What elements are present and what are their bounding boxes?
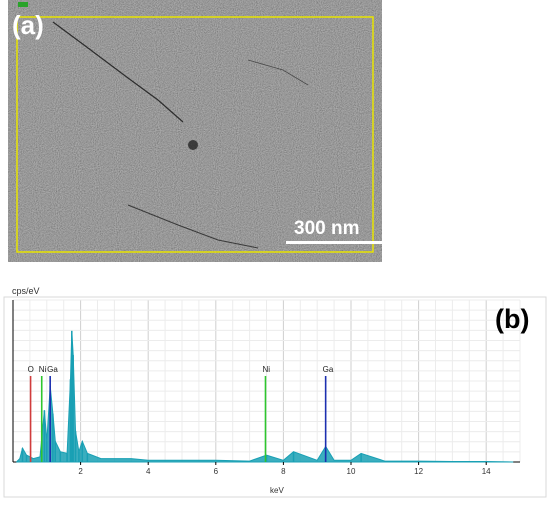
x-tick-label: 8	[281, 467, 286, 476]
x-tick-label: 12	[414, 467, 423, 476]
scale-bar-label: 300 nm	[294, 218, 359, 239]
scale-bar	[286, 241, 382, 244]
peak-marker-label: Ni	[39, 365, 47, 374]
panel-b-label: (b)	[495, 304, 529, 334]
sem-image-panel: 300 nm (a)	[8, 0, 382, 262]
roi-rectangle	[16, 16, 374, 253]
peak-marker-label: Ga	[323, 365, 334, 374]
sem-texture: 300 nm (a)	[8, 0, 382, 262]
chart-frame	[3, 296, 547, 498]
crack-line	[247, 59, 309, 86]
peak-marker-label: Ni	[262, 365, 270, 374]
x-tick-label: 4	[146, 467, 151, 476]
panel-a-label: (a)	[12, 10, 44, 40]
x-tick-label: 10	[347, 467, 356, 476]
peak-markers: O Ni Ga Ni Ga	[28, 365, 334, 462]
spectrum-series	[16, 330, 514, 463]
peak-marker-label: O	[28, 365, 34, 374]
x-axis-label: keV	[270, 486, 284, 495]
x-tick-label: 2	[78, 467, 83, 476]
x-tick-label: 14	[482, 467, 491, 476]
peak-marker-label: Ga	[47, 365, 58, 374]
x-tick-labels: 2 4 6 8 10 12 14	[78, 462, 491, 476]
crack-line	[127, 204, 259, 249]
eds-spectrum-panel: O Ni Ga Ni Ga 2 4 6 8 10 12 14 cps/eV keV (b)	[0, 284, 550, 501]
y-axis-label: cps/eV	[12, 286, 40, 296]
eds-chart: O Ni Ga Ni Ga 2 4 6 8 10 12 14 cps/eV keV (b)	[3, 286, 547, 498]
x-tick-label: 6	[214, 467, 219, 476]
status-marker	[18, 2, 28, 7]
crack-line	[52, 21, 184, 123]
sem-micrograph: 300 nm (a)	[8, 0, 382, 262]
surface-defect	[188, 140, 198, 150]
